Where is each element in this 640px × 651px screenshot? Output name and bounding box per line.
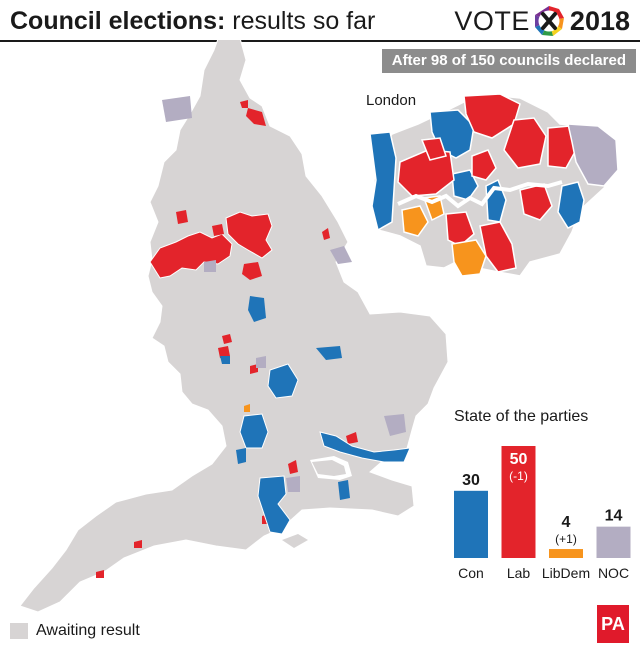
value-label-con: 30 [462, 472, 480, 489]
logo-vote-text: VOTE [454, 5, 530, 36]
council-con [319, 431, 411, 463]
value-label-lab: 50 [510, 451, 528, 468]
value-label-noc: 14 [605, 508, 623, 525]
london-lab [420, 137, 447, 161]
council-lab [218, 346, 230, 358]
london-inset [369, 93, 619, 277]
value-label-libdem: 4 [562, 514, 571, 531]
council-noc [330, 246, 352, 264]
council-lab [240, 100, 248, 108]
london-con [369, 131, 397, 232]
council-con [257, 475, 291, 535]
london-lab [463, 93, 521, 139]
council-con [267, 363, 299, 399]
council-noc [204, 260, 216, 272]
awaiting-label: Awaiting result [36, 622, 140, 639]
category-label-libdem: LibDem [542, 565, 590, 581]
london-noc [567, 123, 619, 187]
council-lab [212, 224, 224, 236]
council-lab [222, 334, 232, 344]
bar-noc [596, 526, 631, 558]
london-lab [503, 117, 547, 169]
council-lab [322, 228, 330, 240]
council-lab [225, 211, 273, 259]
council-con [239, 413, 269, 449]
council-lab [246, 108, 266, 126]
category-label-noc: NOC [598, 565, 629, 581]
council-con [248, 296, 266, 322]
council-noc [384, 414, 406, 436]
category-label-con: Con [458, 565, 484, 581]
title-rest: results so far [225, 7, 376, 35]
london-libdem [401, 205, 429, 237]
london-lab [445, 211, 475, 247]
council-lab [288, 460, 298, 474]
vote-2018-logo: VOTE 2018 [454, 3, 630, 39]
council-con [236, 448, 246, 464]
london-con [557, 181, 585, 229]
declared-badge: After 98 of 150 councils declared [381, 49, 636, 73]
london-lab [471, 149, 497, 181]
council-noc [162, 96, 192, 122]
isle-of-wight [282, 534, 308, 548]
legend: Awaiting result [10, 622, 140, 640]
council-con [316, 346, 342, 360]
change-label-lab: (-1) [509, 469, 528, 483]
council-lab [96, 570, 104, 578]
logo-year: 2018 [569, 5, 630, 36]
ballot-x-icon [534, 6, 564, 36]
bar-lab [501, 446, 536, 558]
chart-title: State of the parties [454, 408, 589, 425]
category-label-lab: Lab [507, 565, 531, 581]
header: Council elections: results so far VOTE 2… [0, 0, 640, 44]
council-lab [149, 231, 233, 279]
council-con [220, 356, 230, 364]
london-lab [547, 125, 577, 169]
london-label: London [366, 92, 417, 109]
london-libdem [451, 239, 487, 277]
council-noc [256, 356, 266, 368]
england-landmass [19, 40, 449, 613]
bar-con [454, 490, 488, 558]
council-libdem [244, 404, 250, 412]
page-title: Council elections: results so far [10, 6, 375, 36]
council-lab [242, 262, 262, 280]
council-lab [176, 210, 188, 224]
header-rule [0, 40, 640, 42]
bar-libdem [549, 549, 583, 558]
awaiting-swatch [10, 623, 28, 639]
council-lab [134, 540, 142, 548]
council-con [338, 480, 350, 500]
council-noc [286, 476, 300, 492]
council-awaiting [312, 460, 346, 476]
england-map [19, 40, 619, 613]
pa-logo: PA [597, 605, 629, 643]
change-label-libdem: (+1) [555, 532, 577, 546]
title-bold: Council elections: [10, 7, 226, 35]
thames-river [397, 180, 563, 209]
council-lab [346, 432, 358, 444]
london-con [451, 169, 479, 201]
party-bar-chart: 30 Con 50(-1) Lab 4(+1) LibDem 14 NOC [454, 446, 631, 581]
